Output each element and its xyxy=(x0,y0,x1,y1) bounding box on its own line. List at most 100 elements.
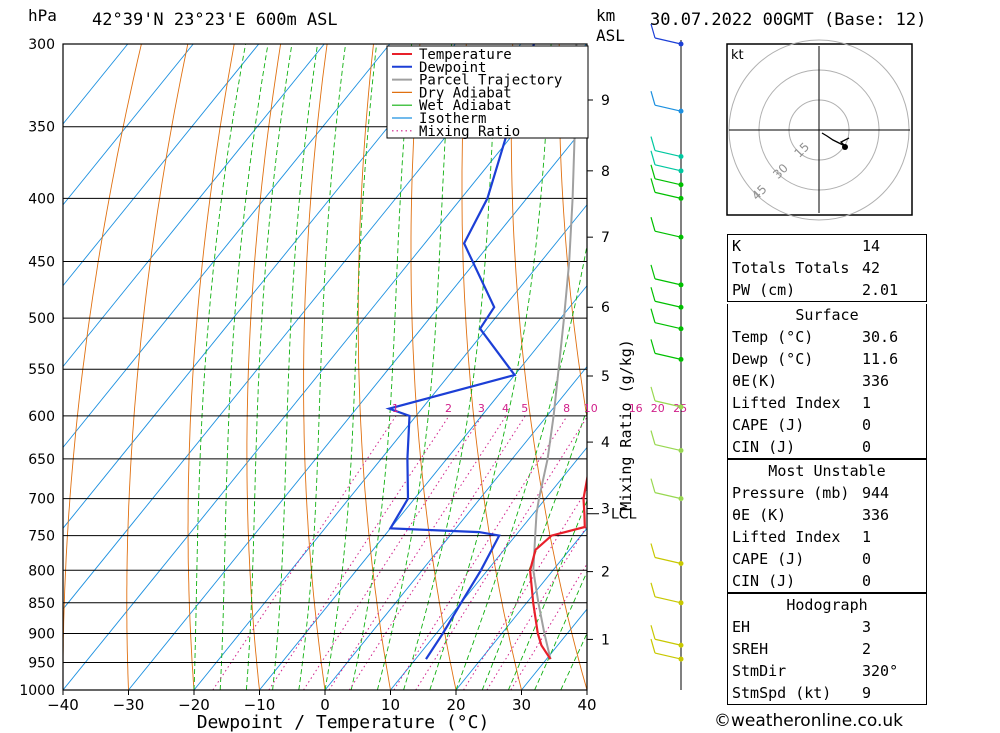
dry-adiabat-line xyxy=(357,44,391,690)
mixing-ratio-line xyxy=(268,415,450,690)
most-unstable-row: θE (K) 336 xyxy=(728,504,926,526)
temperature-profile-line xyxy=(528,473,587,660)
wind-barb-dot xyxy=(678,108,684,114)
height-tick-label: 1 xyxy=(601,632,610,648)
most-unstable-row: CAPE (J) 0 xyxy=(728,548,926,570)
surface-row-label: Temp (°C) xyxy=(732,328,814,346)
pressure-tick-label: 750 xyxy=(28,529,55,545)
mixing-ratio-tick-label: 8 xyxy=(563,402,570,415)
height-tick-label: 3 xyxy=(601,501,610,517)
wind-barb-dot xyxy=(678,304,684,310)
hodograph-row-label: SREH xyxy=(732,640,769,658)
isotherm-line xyxy=(63,44,456,529)
most-unstable-row-value: 944 xyxy=(862,484,890,502)
most-unstable-row-label: Pressure (mb) xyxy=(732,484,850,502)
isotherm-line xyxy=(63,44,587,690)
most-unstable-row-label: CAPE (J) xyxy=(732,550,805,568)
surface-row-value: 11.6 xyxy=(862,350,899,368)
temperature-tick-label: −30 xyxy=(113,696,145,714)
pressure-tick-label: 650 xyxy=(28,452,55,468)
mixing-ratio-line xyxy=(415,416,587,690)
surface-title: Surface xyxy=(795,306,859,324)
wind-barb-flag xyxy=(650,339,656,354)
wind-barb-flag xyxy=(650,478,656,493)
wet-adiabat-line xyxy=(298,44,347,690)
isotherm-line xyxy=(193,204,587,690)
wet-adiabat-line xyxy=(193,44,247,690)
indices-row: PW (cm) 2.01 xyxy=(728,279,926,301)
height-tick-label: 4 xyxy=(601,435,610,451)
height-tick-label: 9 xyxy=(601,93,610,109)
wind-barb xyxy=(654,556,682,565)
hodograph-table-panel: Hodograph EH 3 SREH 2 StmDir 320° StmSpd (kt) 9 xyxy=(727,593,927,705)
isotherm-line xyxy=(63,44,260,287)
isotherm-line xyxy=(390,446,587,690)
wind-barb-dot xyxy=(678,642,684,648)
most-unstable-row: CIN (J) 0 xyxy=(728,570,926,592)
surface-row: Dewp (°C) 11.6 xyxy=(728,348,926,370)
wet-adiabat-line xyxy=(403,44,499,690)
most-unstable-row-label: Lifted Index xyxy=(732,528,841,546)
wind-barb-flag xyxy=(650,23,656,39)
hodograph-row: EH 3 xyxy=(728,616,926,638)
location-label: 42°39'N 23°23'E 600m ASL xyxy=(92,10,338,30)
legend-entry: Dry Adiabat xyxy=(419,85,512,101)
wind-barb xyxy=(654,191,682,199)
mixing-ratio-axis-label: Mixing Ratio (g/kg) xyxy=(617,339,635,511)
surface-row: CIN (J) 0 xyxy=(728,436,926,458)
wind-barb-dot xyxy=(678,496,684,502)
temperature-tick-label: 0 xyxy=(320,696,330,714)
x-axis-label: Dewpoint / Temperature (°C) xyxy=(197,712,490,733)
temperature-tick-label: 20 xyxy=(446,696,465,714)
isotherm-line xyxy=(63,44,391,449)
most-unstable-row-value: 0 xyxy=(862,550,872,568)
wet-adiabat-line xyxy=(272,44,318,690)
mixing-ratio-tick-label: 16 xyxy=(629,402,643,415)
wind-barb-flag xyxy=(650,625,656,640)
hodograph-row-value: 2 xyxy=(862,640,872,658)
surface-row-value: 0 xyxy=(862,416,872,434)
wet-adiabat-line xyxy=(245,44,293,690)
wind-barb xyxy=(654,104,682,112)
hodograph-storm-motion-dot xyxy=(842,144,848,150)
hodograph-row-value: 320° xyxy=(862,662,899,680)
wind-barb-dot xyxy=(678,168,684,174)
pressure-tick-label: 350 xyxy=(28,120,55,136)
pressure-tick-label: 950 xyxy=(28,655,55,671)
wind-barb-flag xyxy=(650,90,656,106)
indices-panel: K 14 Totals Totals 42 PW (cm) 2.01 xyxy=(727,234,927,302)
indices-row: Totals Totals 42 xyxy=(728,257,926,279)
mixing-ratio-tick-label: 20 xyxy=(651,402,665,415)
height-tick-label: 8 xyxy=(601,164,610,180)
wind-barb xyxy=(654,230,682,238)
lcl-label: LCL xyxy=(611,507,637,523)
wind-barb-dot xyxy=(678,356,684,362)
hodograph-row-value: 9 xyxy=(862,684,872,702)
surface-row-value: 336 xyxy=(862,372,890,390)
hodograph-row: SREH 2 xyxy=(728,638,926,660)
pressure-tick-label: 600 xyxy=(28,409,55,425)
mixing-ratio-tick-label: 1 xyxy=(392,402,399,415)
wind-barb-flag xyxy=(650,386,656,402)
most-unstable-title: Most Unstable xyxy=(768,462,886,480)
indices-row: K 14 xyxy=(728,235,926,257)
wet-adiabat-line xyxy=(219,44,269,690)
wind-barb-dot xyxy=(678,656,684,662)
mixing-ratio-line xyxy=(212,415,397,690)
legend-entry: Temperature xyxy=(419,47,512,63)
wind-barb-dot xyxy=(678,600,684,606)
height-tick-label: 2 xyxy=(601,565,610,581)
surface-row-value: 0 xyxy=(862,438,872,456)
mixing-ratio-tick-label: 4 xyxy=(502,402,509,415)
temperature-tick-label: 30 xyxy=(512,696,531,714)
temperature-tick-label: 40 xyxy=(577,696,596,714)
pressure-tick-label: 300 xyxy=(28,37,55,53)
wind-barb-dot xyxy=(678,561,684,567)
temperature-tick-label: −20 xyxy=(178,696,210,714)
datetime-label: 30.07.2022 00GMT (Base: 12) xyxy=(650,10,927,30)
dry-adiabat-line xyxy=(303,44,328,690)
hodograph-row-label: EH xyxy=(732,618,751,636)
dry-adiabat-line xyxy=(410,44,457,690)
pressure-tick-label: 700 xyxy=(28,492,55,508)
mixing-ratio-tick-label: 5 xyxy=(521,402,528,415)
